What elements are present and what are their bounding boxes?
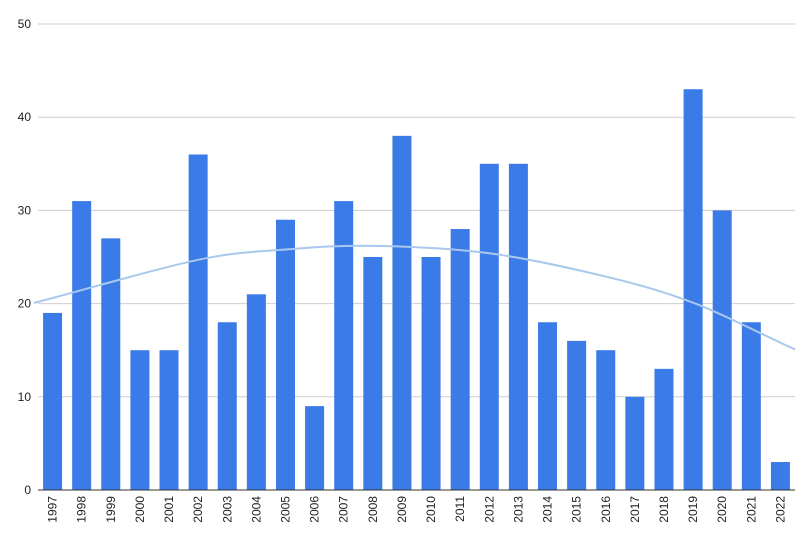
y-tick-label-20: 20 — [18, 297, 32, 311]
x-tick-label-2001: 2001 — [162, 496, 176, 523]
x-tick-label-2012: 2012 — [482, 496, 496, 523]
x-tick-label-2017: 2017 — [628, 496, 642, 523]
bar-2018 — [654, 368, 674, 490]
trendline-path — [33, 244, 796, 351]
x-tick-label-2010: 2010 — [424, 496, 438, 523]
bar-2012 — [479, 163, 499, 491]
bar-1998 — [72, 201, 92, 490]
bar-2021 — [741, 322, 761, 490]
bar-2005 — [275, 219, 295, 490]
x-tick-label-2016: 2016 — [599, 496, 613, 523]
bar-2009 — [392, 135, 412, 490]
y-tick-label-0: 0 — [24, 483, 31, 497]
bar-2015 — [567, 340, 587, 490]
bar-2022 — [770, 462, 790, 490]
x-tick-label-2003: 2003 — [220, 496, 234, 523]
bar-1999 — [101, 238, 121, 490]
x-tick-label-2018: 2018 — [657, 496, 671, 523]
bar-2016 — [596, 350, 616, 490]
x-tick-label-2009: 2009 — [395, 496, 409, 523]
bar-2010 — [421, 257, 441, 490]
x-tick-label-1999: 1999 — [104, 496, 118, 523]
x-tick-label-2006: 2006 — [308, 496, 322, 523]
x-tick-label-2011: 2011 — [453, 496, 467, 522]
x-tick-label-1998: 1998 — [75, 496, 89, 523]
y-tick-label-10: 10 — [18, 390, 32, 404]
x-tick-label-2019: 2019 — [686, 496, 700, 523]
bar-2014 — [538, 322, 558, 490]
x-tick-label-2008: 2008 — [366, 496, 380, 523]
x-tick-label-1997: 1997 — [46, 496, 60, 523]
y-tick-label-50: 50 — [18, 17, 32, 31]
x-tick-label-2007: 2007 — [337, 496, 351, 523]
x-tick-label-2013: 2013 — [511, 496, 525, 523]
y-tick-label-30: 30 — [18, 203, 32, 217]
bars — [43, 89, 790, 491]
bar-2004 — [246, 294, 266, 490]
bar-2011 — [450, 229, 470, 491]
x-tick-label-2021: 2021 — [744, 496, 758, 523]
gridlines — [38, 23, 795, 398]
bar-2017 — [625, 396, 645, 490]
bar-2000 — [130, 350, 150, 490]
x-tick-label-2002: 2002 — [191, 496, 205, 523]
y-tick-label-40: 40 — [18, 110, 32, 124]
y-tick-labels: 0 10 20 30 40 50 — [18, 17, 32, 497]
bar-2013 — [508, 163, 528, 491]
bar-2002 — [188, 154, 208, 491]
bar-2003 — [217, 322, 237, 490]
x-tick-label-2000: 2000 — [133, 496, 147, 523]
x-tick-label-2022: 2022 — [773, 496, 787, 523]
bar-2006 — [305, 406, 325, 490]
bar-1997 — [43, 312, 63, 490]
bar-2019 — [683, 89, 703, 491]
x-tick-label-2005: 2005 — [278, 496, 292, 523]
bar-2001 — [159, 350, 179, 490]
x-tick-label-2015: 2015 — [570, 496, 584, 523]
trendline — [33, 244, 796, 351]
bar-2008 — [363, 257, 383, 490]
x-tick-label-2020: 2020 — [715, 496, 729, 523]
bar-2020 — [712, 210, 732, 490]
x-tick-labels: 1997 1998 1999 2000 2001 2002 2003 2004 2005 2006… — [46, 496, 788, 523]
x-tick-label-2004: 2004 — [249, 496, 263, 523]
bar-2007 — [334, 201, 354, 490]
x-tick-label-2014: 2014 — [541, 496, 555, 523]
